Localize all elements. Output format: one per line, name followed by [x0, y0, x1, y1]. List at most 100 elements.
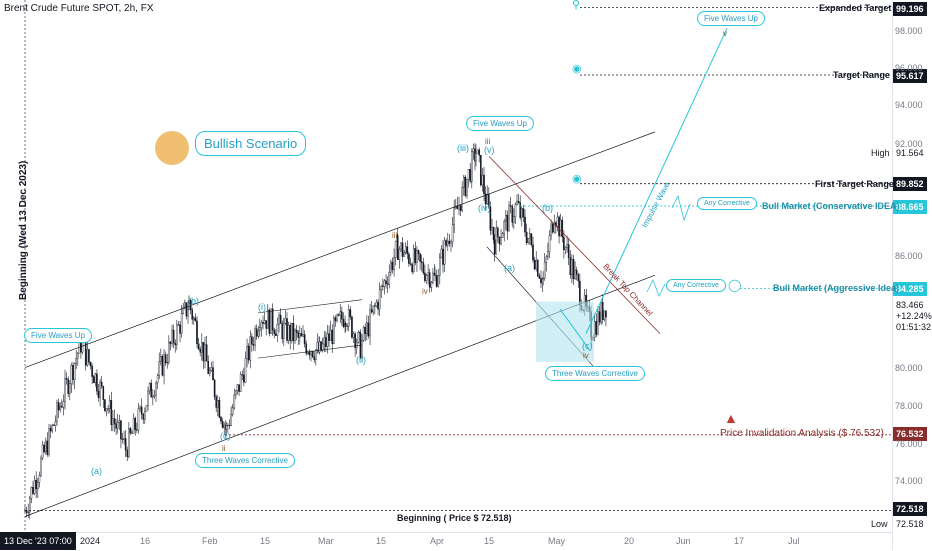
- corrective-path-line: [559, 308, 591, 351]
- candle-body: [147, 390, 149, 406]
- wedge-bottom-line: [257, 344, 363, 359]
- price-tick: 78.000: [895, 401, 923, 411]
- time-axis[interactable]: [0, 532, 892, 551]
- candle-body: [497, 227, 499, 238]
- candle-body: [362, 326, 365, 341]
- candle-body: [439, 257, 441, 276]
- candle-body: [459, 205, 462, 211]
- candle-body: [378, 289, 381, 310]
- candle-body: [197, 343, 200, 350]
- candle-body: [223, 424, 226, 428]
- candle-body: [283, 322, 285, 339]
- candle-body: [542, 278, 544, 280]
- candle-body: [131, 432, 133, 434]
- candle-body: [54, 421, 57, 426]
- candle-body: [310, 351, 312, 356]
- upper-channel-line: [24, 131, 656, 368]
- candle-body: [333, 317, 335, 344]
- candle-body: [447, 240, 449, 246]
- callout-five-waves-up: Five Waves Up: [24, 328, 92, 343]
- candle-body: [420, 261, 423, 263]
- candle-body: [517, 200, 520, 204]
- candle-body: [62, 401, 65, 408]
- candle-body: [273, 329, 276, 335]
- candle-body: [220, 417, 222, 422]
- candle-body: [196, 320, 198, 344]
- candle-body: [46, 440, 49, 455]
- wave-roman: ii: [222, 444, 226, 453]
- candle-body: [416, 250, 418, 263]
- callout-three-waves-corrective: Three Waves Corrective: [545, 366, 645, 381]
- beginning-vertical-label: Beginning (Wed 13 Dec 2023): [18, 160, 29, 300]
- last-price-tag: 83.466: [896, 300, 924, 310]
- high-tag: 91.564: [896, 148, 924, 158]
- candle-body: [260, 322, 263, 329]
- candle-body: [292, 322, 295, 342]
- candle-body: [346, 325, 348, 327]
- search-icon: ⚲: [572, 0, 581, 11]
- time-tick: Jul: [788, 536, 800, 546]
- wave-roman: iii: [392, 231, 398, 240]
- candle-body: [155, 382, 157, 396]
- candle-body: [243, 374, 245, 383]
- candle-body: [355, 341, 358, 349]
- overlays-group: [24, 0, 892, 532]
- candle-body: [493, 239, 496, 255]
- candle-body: [168, 341, 170, 363]
- candle-body: [598, 311, 601, 323]
- candle-body: [81, 342, 84, 353]
- countdown-tag: 01:51:32: [896, 322, 932, 332]
- candle-body: [97, 390, 100, 398]
- candle-body: [89, 361, 92, 367]
- candle-body: [171, 329, 173, 344]
- candle-body: [448, 240, 451, 244]
- candle-body: [341, 311, 343, 320]
- candle-body: [509, 205, 512, 207]
- candle-body: [466, 178, 468, 196]
- candle-body: [123, 438, 125, 440]
- candle-body: [185, 302, 188, 317]
- candle-body: [537, 260, 539, 277]
- candle-body: [221, 421, 224, 428]
- price-axis[interactable]: [892, 0, 932, 550]
- aggressive-tag: 84.285: [893, 282, 927, 296]
- candle-body: [287, 324, 290, 341]
- candle-body: [255, 328, 258, 337]
- candle-body: [406, 246, 409, 255]
- candle-body: [435, 275, 438, 287]
- candle-body: [337, 314, 340, 316]
- candle-body: [145, 405, 148, 412]
- candle-body: [404, 246, 407, 253]
- candle-body: [176, 324, 178, 346]
- candle-body: [553, 222, 556, 233]
- candle-body: [390, 261, 392, 273]
- candle-body: [374, 305, 376, 307]
- time-tick: Feb: [202, 536, 218, 546]
- candle-body: [268, 309, 271, 334]
- candle-body: [323, 337, 326, 345]
- candle-body: [334, 317, 337, 321]
- candle-body: [545, 256, 548, 263]
- candle-body: [359, 332, 362, 359]
- candle-body: [134, 417, 137, 430]
- candle-body: [102, 386, 105, 400]
- candle-body: [199, 348, 202, 353]
- candle-body: [94, 373, 97, 384]
- callout-five-waves-up: Five Waves Up: [697, 11, 765, 26]
- wave-label: (iv): [478, 203, 491, 213]
- candle-body: [483, 174, 485, 195]
- high-label: High: [871, 148, 890, 158]
- candle-body: [259, 327, 261, 332]
- candle-body: [172, 329, 175, 344]
- candle-body: [401, 242, 404, 257]
- candle-body: [160, 355, 162, 362]
- candle-body: [158, 361, 161, 376]
- target-range-tag: 95.617: [893, 69, 927, 83]
- wave-roman: iv: [583, 351, 589, 360]
- candle-body: [563, 236, 565, 250]
- candle-body: [595, 321, 598, 335]
- candle-body: [207, 361, 210, 374]
- candle-body: [99, 381, 101, 398]
- detective-emoji-icon: [155, 131, 189, 165]
